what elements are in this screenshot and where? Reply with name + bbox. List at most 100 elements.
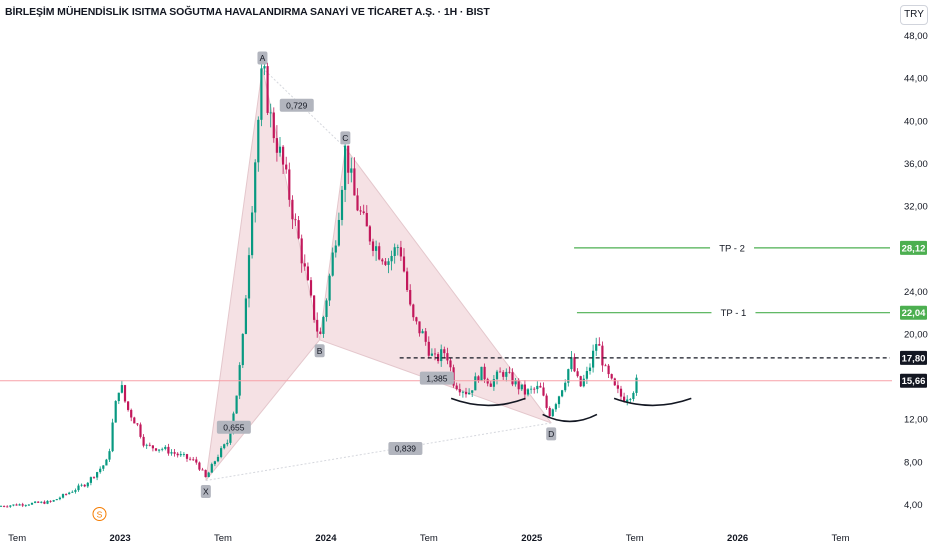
candle [282,144,285,175]
candle-body [0,506,3,507]
candle [294,213,297,227]
candle [291,195,294,230]
candle-body [68,492,71,495]
pattern-ratio-3: 1,385 [426,373,448,383]
candle [598,337,601,346]
candle-body [30,502,34,505]
candle [502,370,505,380]
pattern-point-d-bg [546,427,557,441]
candle-body [443,349,446,354]
candle [241,333,244,369]
candle [619,385,623,401]
candle [260,52,263,127]
candle-body [440,349,443,362]
candle [46,500,49,505]
candle [592,344,595,373]
candle-body [449,360,452,368]
candle [303,254,306,271]
candle [427,336,430,359]
candle-body [604,365,607,367]
candle-body [226,442,229,445]
candle [251,205,254,259]
candle [306,262,309,281]
line-label-tp-2: TP - 2 [719,243,745,254]
candle-body [632,392,635,400]
pattern-point-a-bg [257,51,268,65]
candle-body [393,247,396,256]
candle [55,499,58,501]
candle-body [514,379,517,385]
candle-body [130,409,133,418]
candle [0,505,3,507]
candle-body [477,376,480,381]
candle-body [34,501,37,503]
candle [173,449,176,457]
candle-body [461,391,464,393]
currency-button[interactable]: TRY [900,5,928,25]
y-tick-label: 8,00 [904,457,923,468]
candle-body [474,376,477,391]
x-tick-label: 2024 [315,533,337,544]
candle-body [251,212,254,256]
candle-body [313,295,316,320]
pattern-point-c: C [342,133,348,143]
candle-body [306,266,309,281]
candle-body [282,146,285,165]
candle [12,504,15,507]
price-tag-tp-2 [900,240,927,255]
candle-body [15,504,18,506]
candle [629,397,632,403]
candle [486,377,489,387]
candle-body [517,379,520,390]
pattern-triangle-bcd [319,147,552,423]
candle [272,107,275,143]
candle-body [387,261,390,265]
candle [384,257,387,266]
x-tick-label: Tem [214,533,232,544]
candles-layer [0,52,638,508]
candle-body [499,371,502,373]
candle-body [269,112,272,114]
candle-body [37,501,40,503]
event-marker-icon[interactable] [92,507,107,521]
candle-body [570,357,573,370]
current-price-tag [900,373,927,388]
candle-body [365,212,368,227]
candle [387,258,390,274]
candle [402,248,406,273]
candle [21,502,24,508]
y-tick-label: 20,00 [904,329,928,340]
candle [325,298,328,322]
candle [464,387,468,398]
candle [505,368,508,382]
candle-body [626,399,629,402]
candle [576,368,579,378]
candle-body [328,275,331,301]
candle [198,461,201,471]
axes-layer: 48,00 44,00 40,00 36,00 32,00 24,00 20,00 12,00… [8,31,928,544]
candle [567,368,570,387]
candle [58,496,61,501]
candle-body [263,66,266,69]
candle [96,471,99,481]
candle-body [185,454,189,459]
candle [635,374,638,396]
candle-body [483,366,486,380]
y-tick-label: 36,00 [904,159,928,170]
candle [520,384,523,392]
candle [579,375,582,387]
candle-body [161,448,164,450]
pattern-point-d: D [548,429,554,439]
candle-body [12,504,15,506]
candle [573,353,576,373]
candle [120,380,123,394]
candle [570,351,573,372]
candle [179,451,182,457]
candle [601,341,604,372]
candle-body [220,448,223,457]
candle-body [610,374,613,379]
candle [316,312,319,338]
candle [340,185,344,226]
candle [86,481,89,488]
